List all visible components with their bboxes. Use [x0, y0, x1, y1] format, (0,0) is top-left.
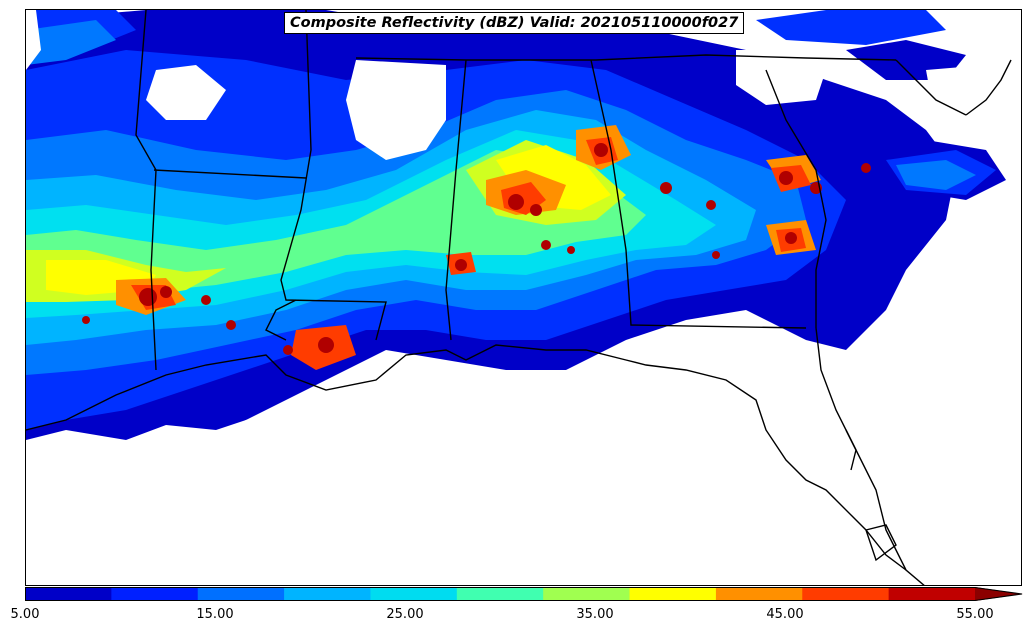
colorbar-segment [284, 587, 372, 601]
colorbar-segment [456, 587, 544, 601]
colorbar-segment [629, 587, 717, 601]
colorbar-tick-label: 25.00 [386, 607, 424, 622]
colorbar-tick-label: 5.00 [10, 607, 40, 622]
colorbar-tick-label: 35.00 [576, 607, 614, 622]
colorbar-segment [111, 587, 199, 601]
colorbar-segment [197, 587, 285, 601]
clear-areas [26, 10, 1021, 585]
colorbar-segment [543, 587, 631, 601]
reflectivity-field [26, 10, 1021, 585]
colorbar-tick-label: 45.00 [766, 607, 804, 622]
colorbar-segment [888, 587, 976, 601]
colorbar-segment [370, 587, 458, 601]
colorbar-segment [802, 587, 890, 601]
colorbar-outline [25, 587, 1023, 601]
coastlines-and-borders [26, 10, 1012, 585]
radar-map [25, 9, 1022, 586]
colorbar-segments [25, 587, 1023, 601]
colorbar-extend-arrow [975, 587, 1023, 601]
colorbar-tick-label: 55.00 [956, 607, 994, 622]
map-title: Composite Reflectivity (dBZ) Valid: 2021… [284, 12, 745, 34]
colorbar-segment [25, 587, 112, 601]
colorbar-tick-label: 15.00 [196, 607, 234, 622]
colorbar-segment [715, 587, 803, 601]
colorbar [25, 587, 1023, 601]
